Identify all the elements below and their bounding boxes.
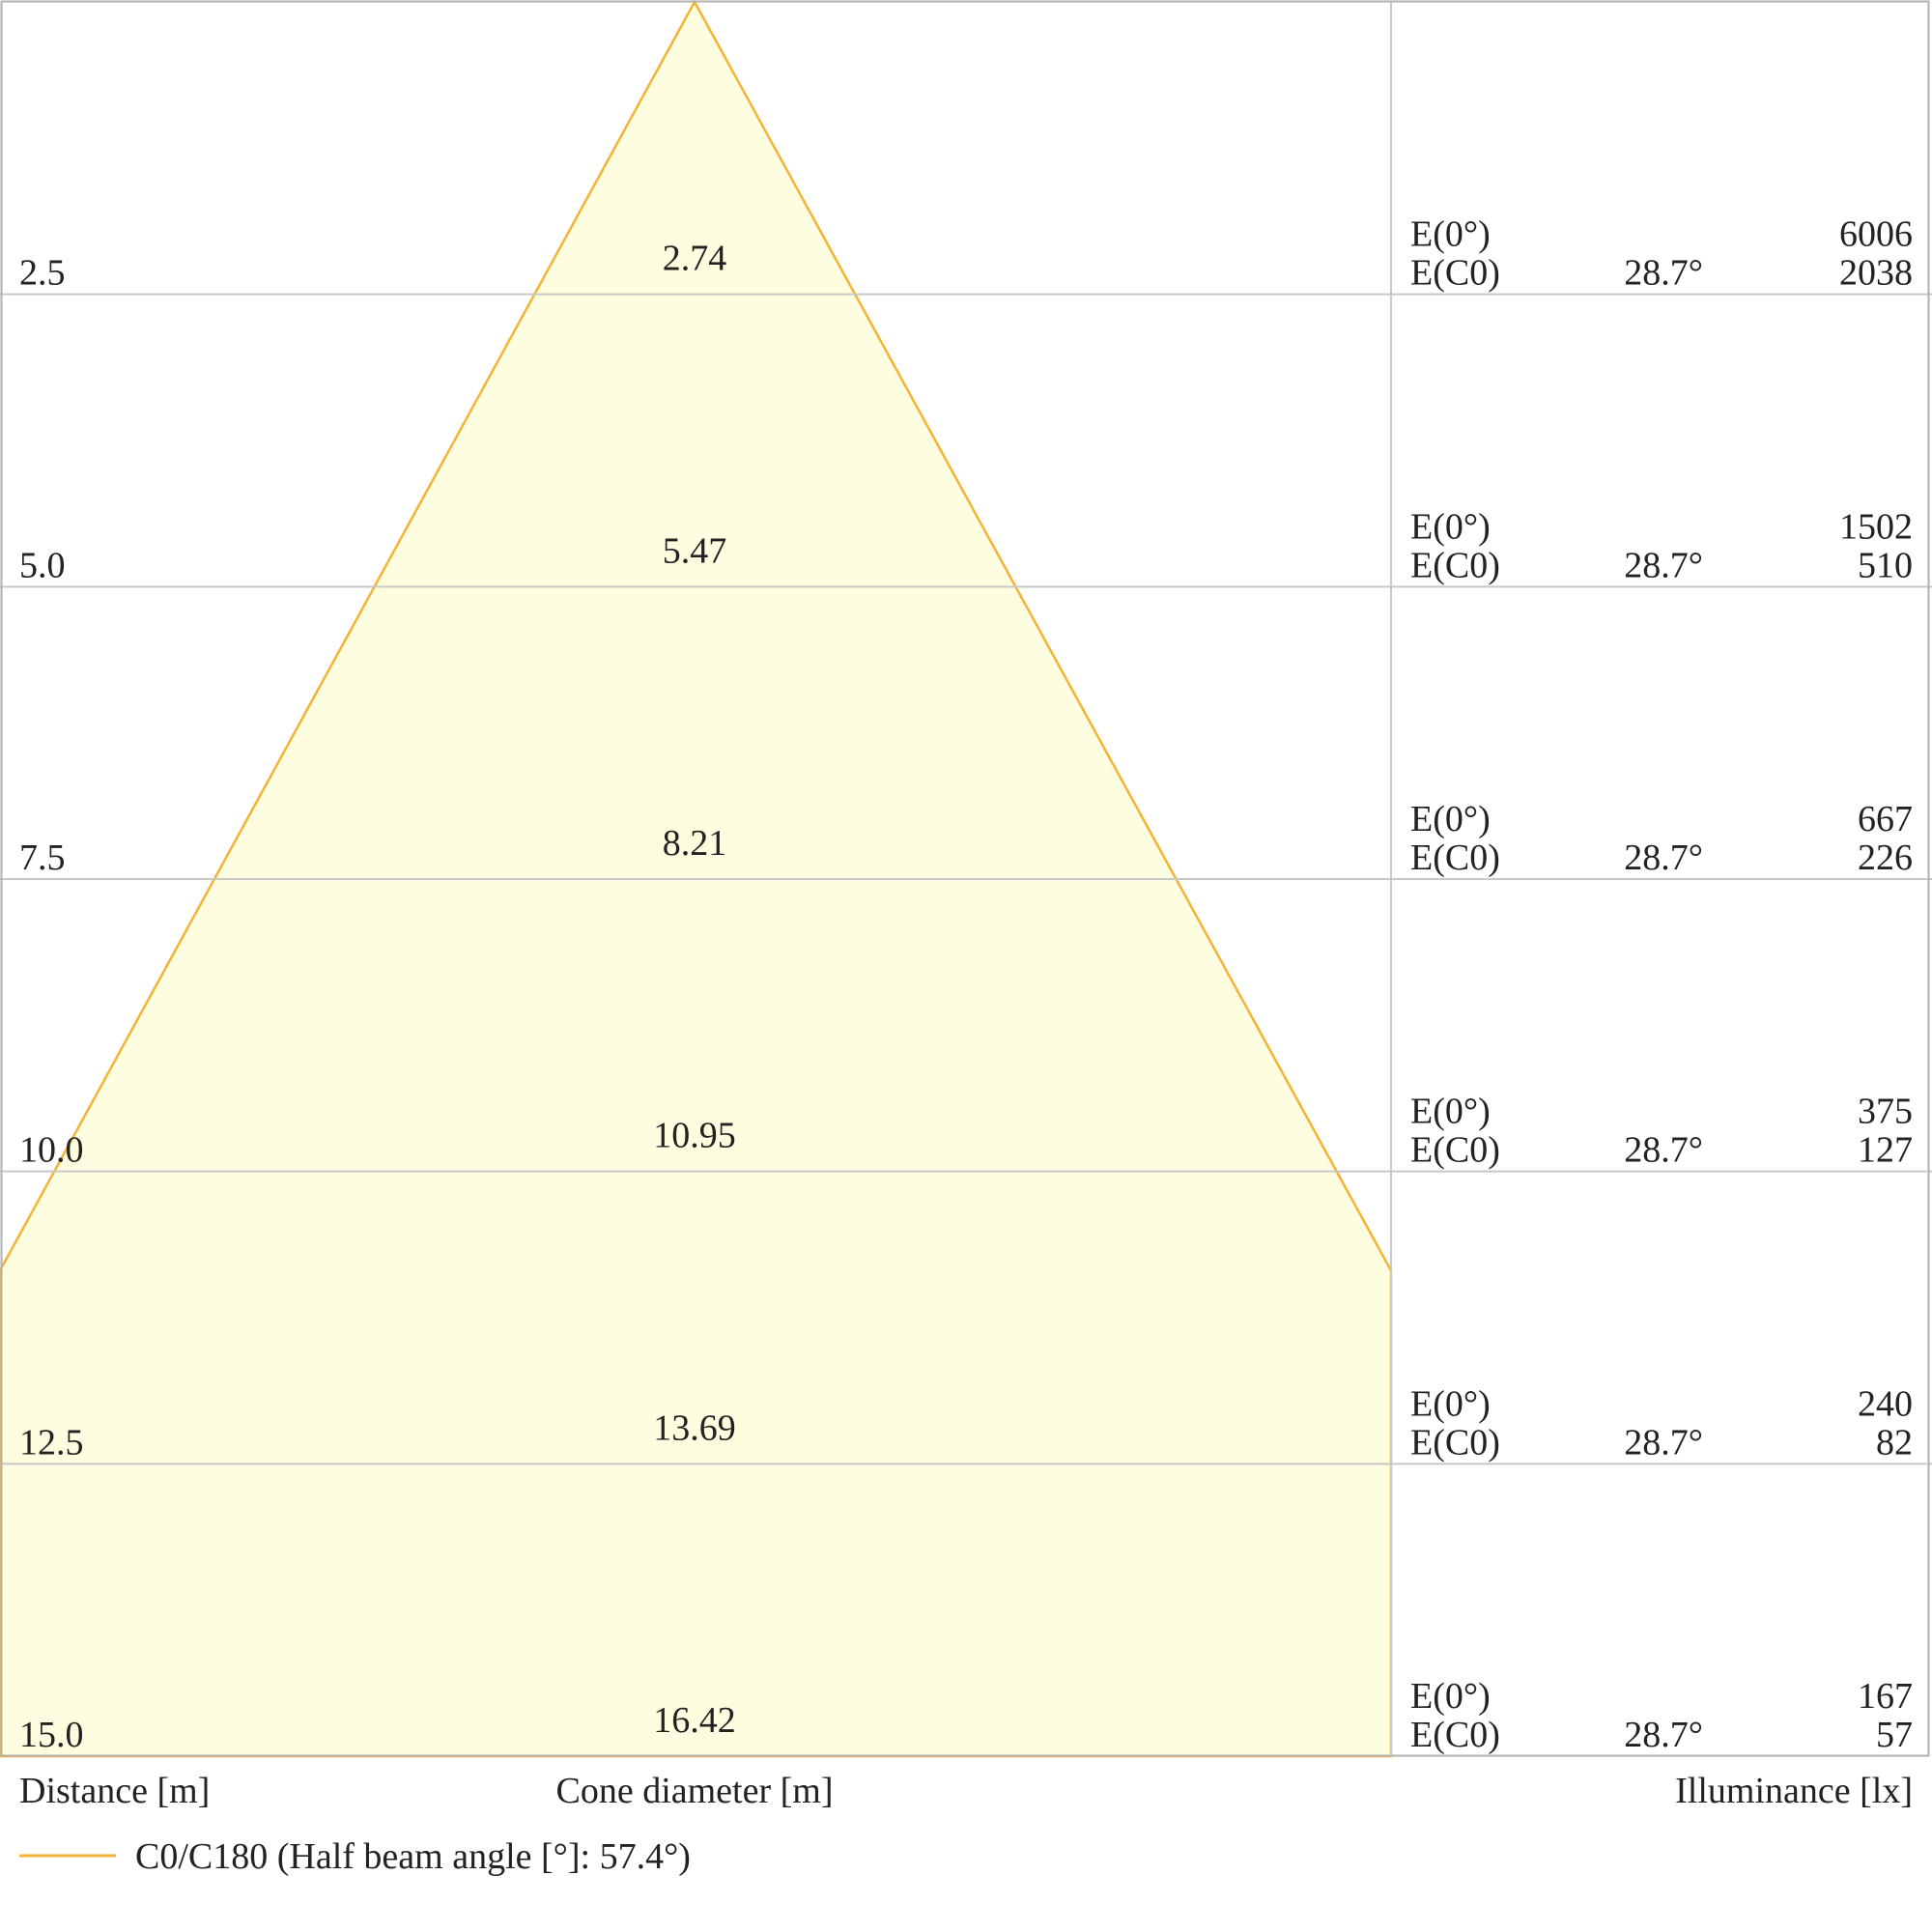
diameter-label: 2.74	[663, 239, 727, 279]
illuminance-label: Illuminance [lx]	[1675, 1771, 1913, 1811]
legend-label: C0/C180 (Half beam angle [°]: 57.4°)	[135, 1836, 691, 1877]
ec0-label: E(C0)	[1410, 545, 1500, 585]
e0-value: 375	[1858, 1092, 1913, 1132]
diameter-label: 5.47	[663, 530, 727, 571]
ec0-label: E(C0)	[1410, 1422, 1500, 1463]
ec0-label: E(C0)	[1410, 1130, 1500, 1171]
ec0-value: 82	[1876, 1422, 1913, 1463]
diameter-label: 8.21	[663, 823, 727, 864]
ec0-label: E(C0)	[1410, 253, 1500, 294]
ec0-value: 57	[1876, 1715, 1913, 1755]
diameter-label: 13.69	[653, 1407, 736, 1448]
distance-label: 12.5	[19, 1422, 84, 1463]
chart-frame	[0, 0, 1930, 1757]
distance-label: 10.0	[19, 1130, 84, 1171]
e0-label: E(0°)	[1410, 799, 1491, 839]
e0-label: E(0°)	[1410, 1092, 1491, 1132]
distance-label: 2.5	[19, 253, 66, 294]
e0-value: 6006	[1839, 214, 1913, 255]
ec0-value: 226	[1858, 838, 1913, 878]
ec0-value: 2038	[1839, 253, 1913, 294]
e0-value: 167	[1858, 1676, 1913, 1717]
e0-value: 240	[1858, 1383, 1913, 1424]
e0-value: 667	[1858, 799, 1913, 839]
cone-diameter-label: Cone diameter [m]	[555, 1771, 833, 1811]
e0-label: E(0°)	[1410, 214, 1491, 255]
angle-label: 28.7°	[1624, 545, 1703, 585]
e0-label: E(0°)	[1410, 506, 1491, 547]
ec0-value: 127	[1858, 1130, 1913, 1171]
ec0-value: 510	[1858, 545, 1913, 585]
angle-label: 28.7°	[1624, 253, 1703, 294]
diameter-label: 10.95	[653, 1116, 736, 1156]
ec0-label: E(C0)	[1410, 838, 1500, 878]
e0-value: 1502	[1839, 506, 1913, 547]
distance-label: 7.5	[19, 838, 66, 878]
e0-label: E(0°)	[1410, 1676, 1491, 1717]
ec0-label: E(C0)	[1410, 1715, 1500, 1755]
angle-label: 28.7°	[1624, 838, 1703, 878]
angle-label: 28.7°	[1624, 1422, 1703, 1463]
distance-axis-label: Distance [m]	[19, 1771, 210, 1811]
distance-label: 15.0	[19, 1715, 84, 1755]
angle-label: 28.7°	[1624, 1130, 1703, 1171]
e0-label: E(0°)	[1410, 1383, 1491, 1424]
angle-label: 28.7°	[1624, 1715, 1703, 1755]
distance-label: 5.0	[19, 545, 66, 585]
diameter-label: 16.42	[653, 1700, 736, 1741]
